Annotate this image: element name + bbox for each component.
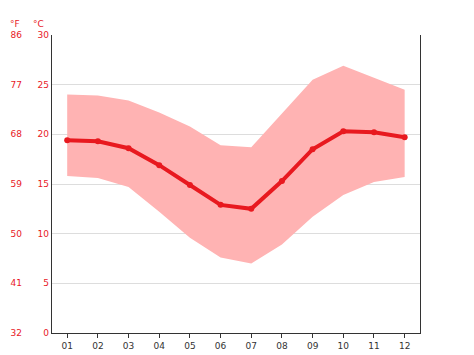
svg-text:15: 15 xyxy=(38,179,49,189)
svg-text:04: 04 xyxy=(154,341,166,351)
svg-text:68: 68 xyxy=(11,129,23,139)
svg-text:5: 5 xyxy=(43,278,49,288)
svg-text:02: 02 xyxy=(92,341,103,351)
svg-text:05: 05 xyxy=(184,341,195,351)
svg-text:59: 59 xyxy=(11,179,23,189)
svg-text:08: 08 xyxy=(276,341,288,351)
svg-text:41: 41 xyxy=(11,278,22,288)
svg-text:10: 10 xyxy=(38,229,50,239)
svg-text:32: 32 xyxy=(11,328,22,338)
svg-text:12: 12 xyxy=(399,341,410,351)
svg-text:03: 03 xyxy=(123,341,134,351)
svg-text:0: 0 xyxy=(43,328,49,338)
svg-text:50: 50 xyxy=(11,229,23,239)
svg-text:86: 86 xyxy=(11,30,23,40)
svg-text:25: 25 xyxy=(38,80,49,90)
svg-text:10: 10 xyxy=(338,341,350,351)
svg-text:09: 09 xyxy=(307,341,319,351)
svg-text:01: 01 xyxy=(61,341,72,351)
svg-text:11: 11 xyxy=(368,341,379,351)
svg-text:77: 77 xyxy=(11,80,22,90)
svg-text:°F: °F xyxy=(10,19,20,29)
svg-text:07: 07 xyxy=(246,341,257,351)
svg-text:30: 30 xyxy=(38,30,50,40)
svg-text:20: 20 xyxy=(38,129,50,139)
svg-text:°C: °C xyxy=(33,19,44,29)
svg-text:06: 06 xyxy=(215,341,227,351)
